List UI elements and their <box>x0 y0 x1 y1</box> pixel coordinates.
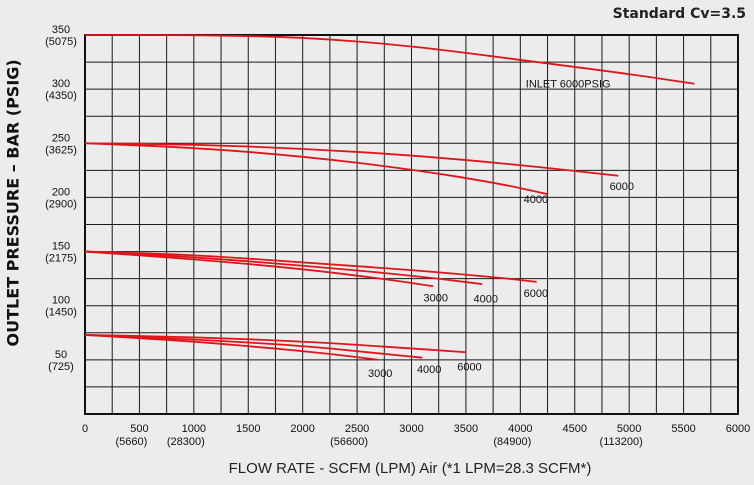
x-tick-label: 5000 <box>617 423 641 435</box>
chart-title: Standard Cv=3.5 <box>612 6 746 22</box>
series-line <box>85 34 695 85</box>
series-label: 4000 <box>417 364 441 376</box>
y-tick-sublabel: (1450) <box>45 307 77 319</box>
y-tick-sublabel: (5075) <box>45 36 77 48</box>
x-tick-label: 4500 <box>563 423 587 435</box>
series-label: 4000 <box>524 194 548 206</box>
x-tick-label: 4000 <box>508 423 532 435</box>
x-tick-sublabel: (84900) <box>493 436 531 448</box>
x-tick-label: 2000 <box>290 423 314 435</box>
x-tick-label: 500 <box>130 423 148 435</box>
y-tick-sublabel: (2175) <box>45 253 77 265</box>
series-line <box>84 142 619 177</box>
y-tick-sublabel: (3625) <box>45 144 77 156</box>
series-label: 3000 <box>368 368 392 380</box>
series-label: 6000 <box>524 288 548 300</box>
x-tick-label: 3000 <box>399 423 423 435</box>
y-tick-label: 300 <box>52 78 70 90</box>
y-tick-label: 200 <box>52 186 70 198</box>
x-tick-label: 5500 <box>671 423 695 435</box>
y-tick-sublabel: (725) <box>48 361 74 373</box>
x-tick-sublabel: (56600) <box>330 436 368 448</box>
series-line <box>84 250 537 283</box>
y-tick-label: 100 <box>52 295 70 307</box>
series-line <box>84 250 434 288</box>
annotation-label: INLET 6000PSIG <box>526 79 611 91</box>
x-axis-label: FLOW RATE - SCFM (LPM) Air (*1 LPM=28.3 … <box>228 460 592 477</box>
y-tick-label: 50 <box>55 349 67 361</box>
y-tick-sublabel: (4350) <box>45 90 77 102</box>
plot-frame <box>84 34 739 415</box>
x-tick-label: 3500 <box>454 423 478 435</box>
y-tick-label: 250 <box>52 132 70 144</box>
x-tick-sublabel: (113200) <box>600 436 643 448</box>
x-tick-label: 2500 <box>345 423 369 435</box>
series-label: 3000 <box>423 292 447 304</box>
series-label: 6000 <box>610 181 634 193</box>
x-tick-label: 1000 <box>182 423 206 435</box>
series-label: 4000 <box>474 293 498 305</box>
series-label: 6000 <box>457 362 481 374</box>
x-tick-sublabel: (5660) <box>116 436 148 448</box>
x-tick-sublabel: (28300) <box>167 436 205 448</box>
series-line <box>84 334 379 361</box>
y-tick-label: 150 <box>52 241 70 253</box>
y-tick-sublabel: (2900) <box>45 198 77 210</box>
y-tick-label: 350 <box>52 24 70 36</box>
x-tick-label: 6000 <box>726 423 750 435</box>
x-tick-label: 0 <box>82 423 88 435</box>
series-line <box>84 142 548 196</box>
x-tick-label: 1500 <box>236 423 260 435</box>
